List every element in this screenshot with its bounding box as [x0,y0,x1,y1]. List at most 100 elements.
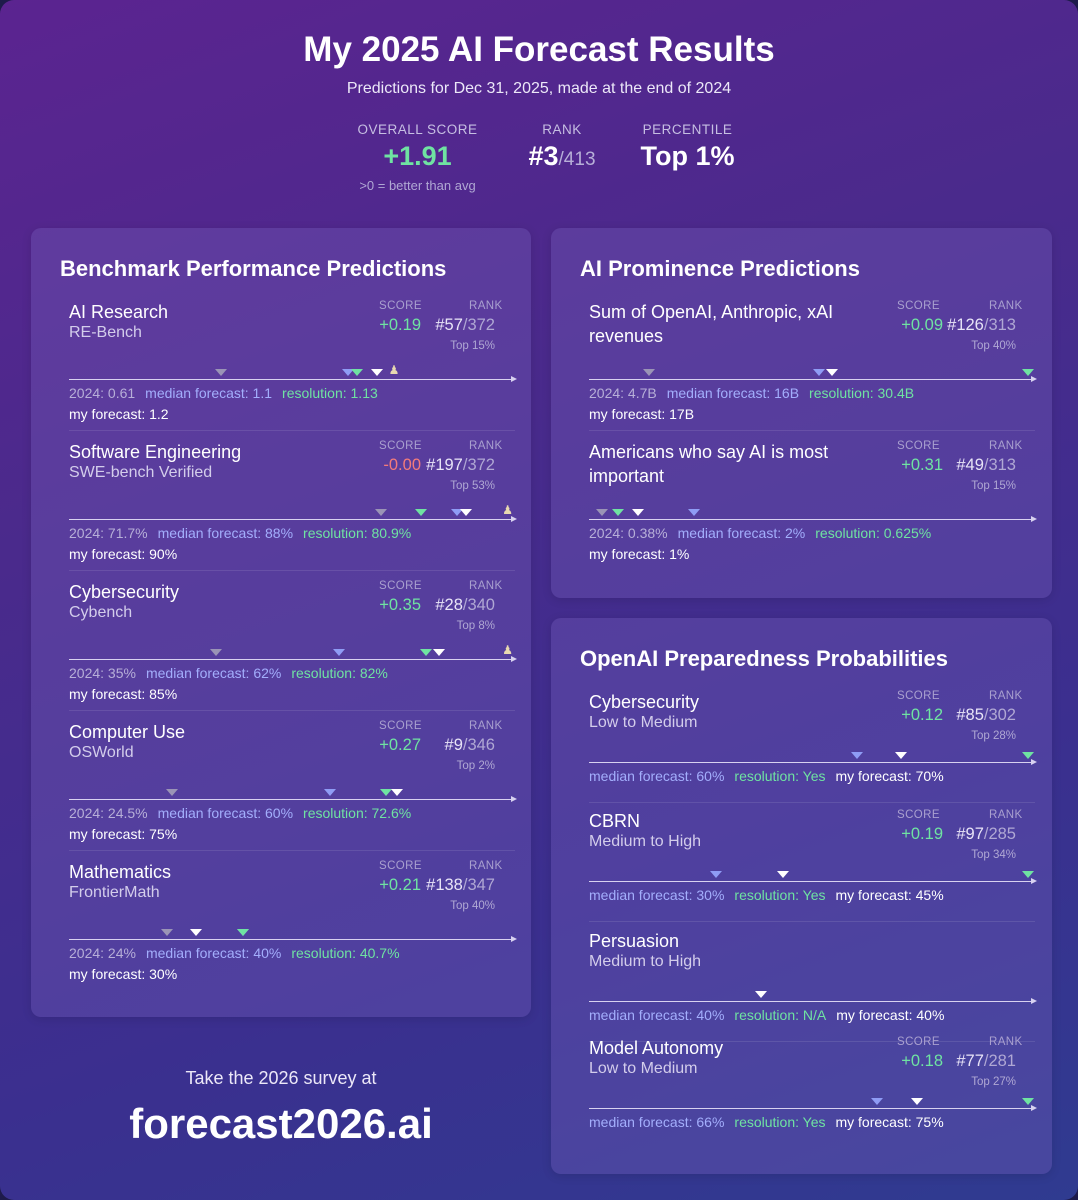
benchmark-panel-title: Benchmark Performance Predictions [60,256,447,281]
legend-resolution: resolution: 80.9% [303,525,412,541]
item-score: +0.19 [901,825,943,843]
item-rank-total: /346 [462,736,495,754]
my-forecast-marker [826,369,839,376]
percentile-value: Top 1% [640,141,735,171]
item-rank-number: #57 [435,316,463,334]
legend-resolution: resolution: N/A [734,1007,827,1023]
benchmark-item: Mathematics FrontierMath SCORE RANK +0.21 #13… [69,860,517,990]
resolution-marker [415,509,428,516]
my-forecast-marker [910,1098,923,1105]
legend-baseline: 2024: 0.61 [69,385,136,401]
resolution-marker [1022,871,1035,878]
item-score: +0.12 [901,706,943,724]
survey-link[interactable]: forecast2026.ai [129,1100,433,1147]
baseline-marker [161,929,174,936]
item-subtitle: Cybench [69,604,133,621]
item-subtitle: Low to Medium [589,1060,698,1077]
legend-baseline: 2024: 4.7B [589,385,657,401]
my-forecast-marker [390,789,403,796]
item-rank-total: /340 [462,596,495,614]
legend-row: 2024: 24% median forecast: 40% resolution:… [69,945,410,961]
percentile-stat: PERCENTILE Top 1% [630,122,745,172]
resolution-marker [611,509,624,516]
legend-resolution: resolution: Yes [734,1114,826,1130]
resolution-marker [1022,369,1035,376]
rank-value: #3 [528,141,559,171]
my-forecast-marker [632,509,645,516]
item-score: +0.27 [379,736,421,754]
item-name: Cybersecurity [589,692,700,712]
item-subtitle: Low to Medium [589,714,698,731]
item-top-percent: Top 15% [450,340,495,352]
number-line-axis [69,796,517,802]
median-marker [812,369,825,376]
benchmark-item: Computer Use OSWorld SCORE RANK +0.27 #9/346 T… [69,720,517,851]
resolution-marker [379,789,392,796]
legend-resolution: resolution: 30.4B [809,385,915,401]
baseline-marker [214,369,227,376]
legend-row: 2024: 0.38% median forecast: 2% resolution… [589,525,941,541]
item-subtitle: FrontierMath [69,884,160,901]
percentile-label: PERCENTILE [642,122,733,137]
item-separator [589,802,1035,803]
legend-median: median forecast: 62% [145,665,282,681]
legend-row: 2024: 24.5% median forecast: 60% resolutio… [69,805,421,821]
item-rank-total: /285 [983,825,1016,843]
legend-baseline: 2024: 24.5% [69,805,148,821]
my-forecast-text: my forecast: 30% [69,966,178,982]
my-forecast-marker [777,871,789,878]
legend-row: 2024: 71.7% median forecast: 88% resolutio… [69,525,421,541]
item-top-percent: Top 40% [971,340,1016,352]
legend-baseline: 2024: 0.38% [589,525,668,541]
legend-baseline: 2024: 71.7% [69,525,148,541]
rank-header: RANK [469,440,503,452]
rank-header: RANK [989,1036,1023,1048]
item-score: +0.19 [379,316,421,334]
rank-header: RANK [989,440,1023,452]
rank-header: RANK [469,580,503,592]
item-rank-total: /372 [462,316,495,334]
resolution-marker [1022,752,1035,759]
legend-resolution: resolution: 1.13 [282,385,378,401]
item-rank-total: /313 [983,316,1016,334]
legend-median: median forecast: 2% [677,525,806,541]
my-forecast-marker [190,929,203,936]
item-subtitle: Medium to High [589,953,702,970]
rank-header: RANK [469,860,503,872]
my-forecast-text: my forecast: 1.2 [69,406,169,422]
item-name: Americans who say AI is most important [589,442,829,486]
item-score: +0.31 [901,456,943,474]
item-rank: #138/347 [426,876,495,895]
item-rank: #49/313 [956,456,1016,475]
item-top-percent: Top 53% [450,480,495,492]
my-forecast-marker [433,649,446,656]
score-header: SCORE [379,440,422,452]
item-rank-number: #197 [426,456,463,474]
legend-row: 2024: 0.61 median forecast: 1.1 resolution… [69,385,388,401]
my-forecast-text: my forecast: 17B [589,406,695,422]
item-rank-number: #77 [956,1052,984,1070]
number-line-axis [69,936,517,942]
score-header: SCORE [379,580,422,592]
item-separator [69,850,515,851]
item-rank-total: /347 [462,876,495,894]
person-icon: ♟ [502,643,514,657]
overall-score-label: OVERALL SCORE [357,122,478,137]
item-top-percent: Top 2% [456,760,495,772]
my-forecast-text: my forecast: 1% [589,546,690,562]
score-header: SCORE [379,860,422,872]
median-marker [710,871,723,878]
legend-row: 2024: 4.7B median forecast: 16B resolution… [589,385,924,401]
score-header: SCORE [379,720,422,732]
rank-header: RANK [469,300,503,312]
prominence-panel: AI Prominence Predictions Sum of OpenAI,… [551,228,1052,598]
item-name: Persuasion [589,931,680,951]
legend-resolution: resolution: Yes [734,768,826,784]
my-forecast-text: my forecast: 85% [69,686,178,702]
legend-row: median forecast: 60% resolution: Yes my fo… [589,768,954,784]
my-forecast-marker [895,752,908,759]
item-separator [589,430,1035,431]
legend-my-forecast: my forecast: 70% [835,768,944,784]
item-name: AI Research [69,302,169,322]
baseline-marker [210,649,223,656]
